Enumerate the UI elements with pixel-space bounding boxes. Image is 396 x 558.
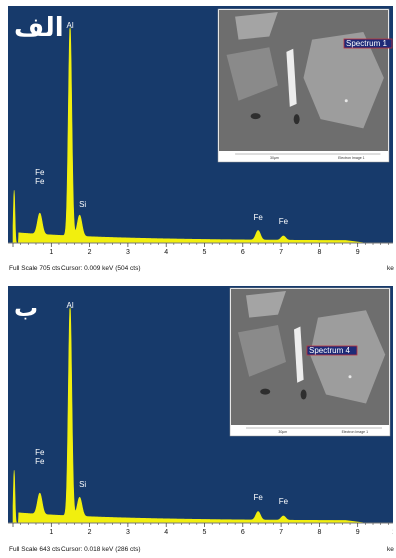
spectrum-area [12,27,381,244]
pore [293,114,300,125]
inset-scale-bar-label: 30µm [278,430,287,434]
x-tick-label: 8 [317,249,321,256]
x-tick-label: 7 [279,529,283,536]
pore [260,388,271,395]
status-bar-b: Full Scale 643 cts Cursor: 0.018 keV (28… [0,546,396,556]
grain-top [235,12,278,40]
eds-spectrum-chart-b: 12345678910AlFeFeSiFeFeبSpectrum 430µmEl… [8,286,393,544]
grain-left [226,47,278,101]
cursor-readout-b: Cursor: 0.018 keV (286 cts) [61,546,141,553]
x-unit-label-a: ke [387,265,394,272]
grain-large [310,310,386,404]
x-tick-label: 8 [317,529,321,536]
status-bar-a: Full Scale 705 cts Cursor: 0.009 keV (50… [0,265,396,275]
x-tick-label: 9 [356,529,360,536]
eds-panel-b: 12345678910AlFeFeSiFeFeبSpectrum 430µmEl… [8,286,393,544]
peak-label-si: Si [79,480,86,489]
bright-phase [294,326,304,383]
sem-inset-image: Spectrum 1 30µm Electron Image 1 [217,8,393,163]
spectrum-marker-box [343,38,393,49]
axis-strip [8,243,393,264]
full-scale-label-a: Full Scale 705 cts [9,265,61,272]
x-tick-label: 1 [49,529,53,536]
x-tick-label: 10 [392,529,393,536]
cursor-readout-a: Cursor: 0.009 keV (504 cts) [61,265,141,272]
x-tick-label: 4 [164,249,168,256]
peak-label-fe: Fe [35,448,45,457]
inset-image-caption: Electron Image 1 [342,430,369,434]
x-tick-label: 5 [203,529,207,536]
panel-letter: ب [14,294,38,322]
x-tick-label: 6 [241,529,245,536]
axis-strip [8,523,393,544]
peak-label-fe: Fe [279,217,289,226]
peak-label-al: Al [67,301,74,310]
x-tick-label: 9 [356,249,360,256]
inset-scale-bar-label: 30µm [270,156,279,160]
grain-large [303,31,384,129]
peak-label-fe: Fe [253,213,263,222]
x-tick-label: 3 [126,249,130,256]
pore [250,113,261,120]
x-tick-label: 7 [279,249,283,256]
spectrum-marker-label: Spectrum 1 [346,39,387,48]
grain-top [246,290,286,318]
x-tick-label: 3 [126,529,130,536]
grain-left [238,325,286,377]
inset-image-caption: Electron Image 1 [338,156,365,160]
peak-label-si: Si [79,200,86,209]
pore [300,389,307,400]
peak-label-fe: Fe [35,168,45,177]
particle [348,375,352,379]
x-tick-label: 1 [49,249,53,256]
sem-inset-image: Spectrum 4 30µm Electron Image 1 [229,287,391,437]
spectrum-marker-label: Spectrum 4 [309,346,350,355]
x-tick-label: 2 [88,529,92,536]
peak-label-fe: Fe [253,493,263,502]
x-tick-label: 6 [241,249,245,256]
x-unit-label-b: ke [387,546,394,553]
x-tick-label: 4 [164,529,168,536]
peak-label-fe: Fe [279,497,289,506]
peak-label-al: Al [67,21,74,30]
peak-label-fe: Fe [35,177,45,186]
full-scale-label-b: Full Scale 643 cts [9,546,61,553]
peak-label-fe: Fe [35,457,45,466]
spectrum-marker-box [306,345,358,356]
bright-phase [286,48,297,107]
panel-letter: الف [14,13,64,43]
x-tick-label: 5 [203,249,207,256]
spectrum-area [12,307,381,524]
particle [344,99,348,103]
eds-panel-a: 1 2 3 4 5 6 7 8 9 Al Fe Fe Si Fe Fe الف Spectrum 1 30µm El… [8,6,393,264]
x-tick-label: 2 [88,249,92,256]
